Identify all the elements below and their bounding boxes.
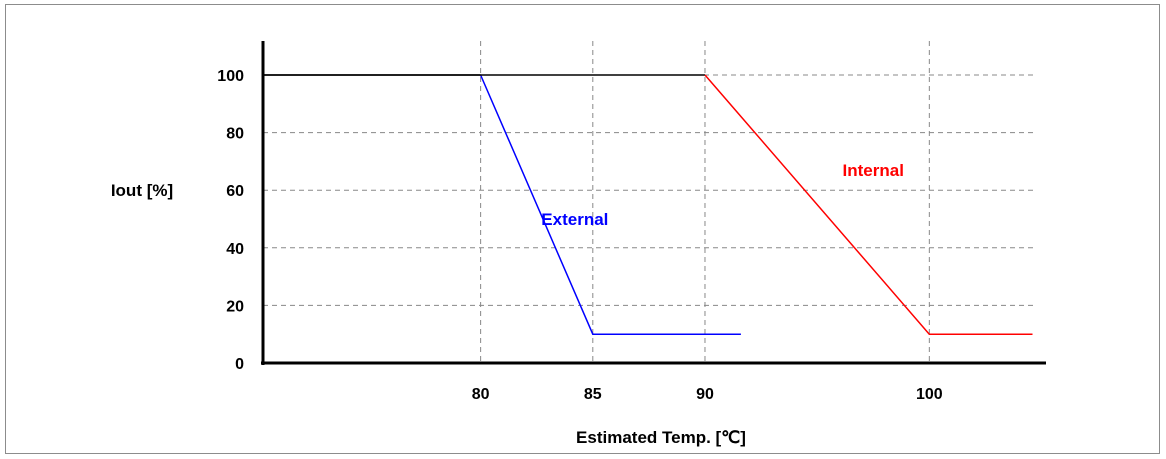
x-tick-label-80: 80 [472, 386, 490, 403]
axes [261, 41, 1046, 365]
chart-frame [5, 4, 1160, 454]
x-axis-label: Estimated Temp. [℃] [576, 428, 746, 447]
series-group [262, 74, 1033, 335]
y-tick-label-20: 20 [226, 298, 244, 315]
y-tick-label-60: 60 [226, 183, 244, 200]
series-line-internal [704, 74, 1033, 335]
x-tick-label-100: 100 [916, 386, 943, 403]
y-tick-label-100: 100 [217, 68, 244, 85]
x-tick-label-90: 90 [696, 386, 714, 403]
series-label-internal: Internal [843, 161, 904, 180]
x-tick-label-85: 85 [584, 386, 602, 403]
series-label-external: External [541, 210, 608, 229]
y-tick-label-40: 40 [226, 241, 244, 258]
tick-labels: 0 20 40 60 80 100 80 85 90 100 [217, 68, 942, 403]
y-tick-label-0: 0 [235, 356, 244, 373]
y-axis-label: Iout [%] [111, 181, 173, 200]
y-tick-label-80: 80 [226, 126, 244, 143]
series-labels: External Internal [541, 161, 904, 229]
grid [263, 41, 1036, 363]
series-line-external [479, 74, 741, 335]
